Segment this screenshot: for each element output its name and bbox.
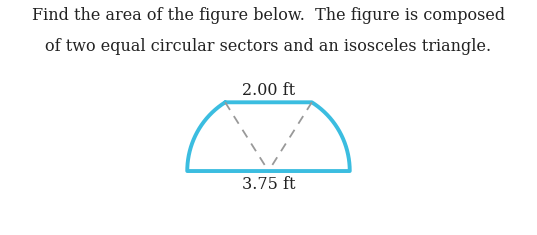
Text: of two equal circular sectors and an isosceles triangle.: of two equal circular sectors and an iso… — [46, 38, 491, 55]
Polygon shape — [187, 102, 350, 171]
Text: Find the area of the figure below.  The figure is composed: Find the area of the figure below. The f… — [32, 7, 505, 24]
Text: 2.00 ft: 2.00 ft — [242, 82, 295, 99]
Text: 3.75 ft: 3.75 ft — [242, 176, 295, 193]
